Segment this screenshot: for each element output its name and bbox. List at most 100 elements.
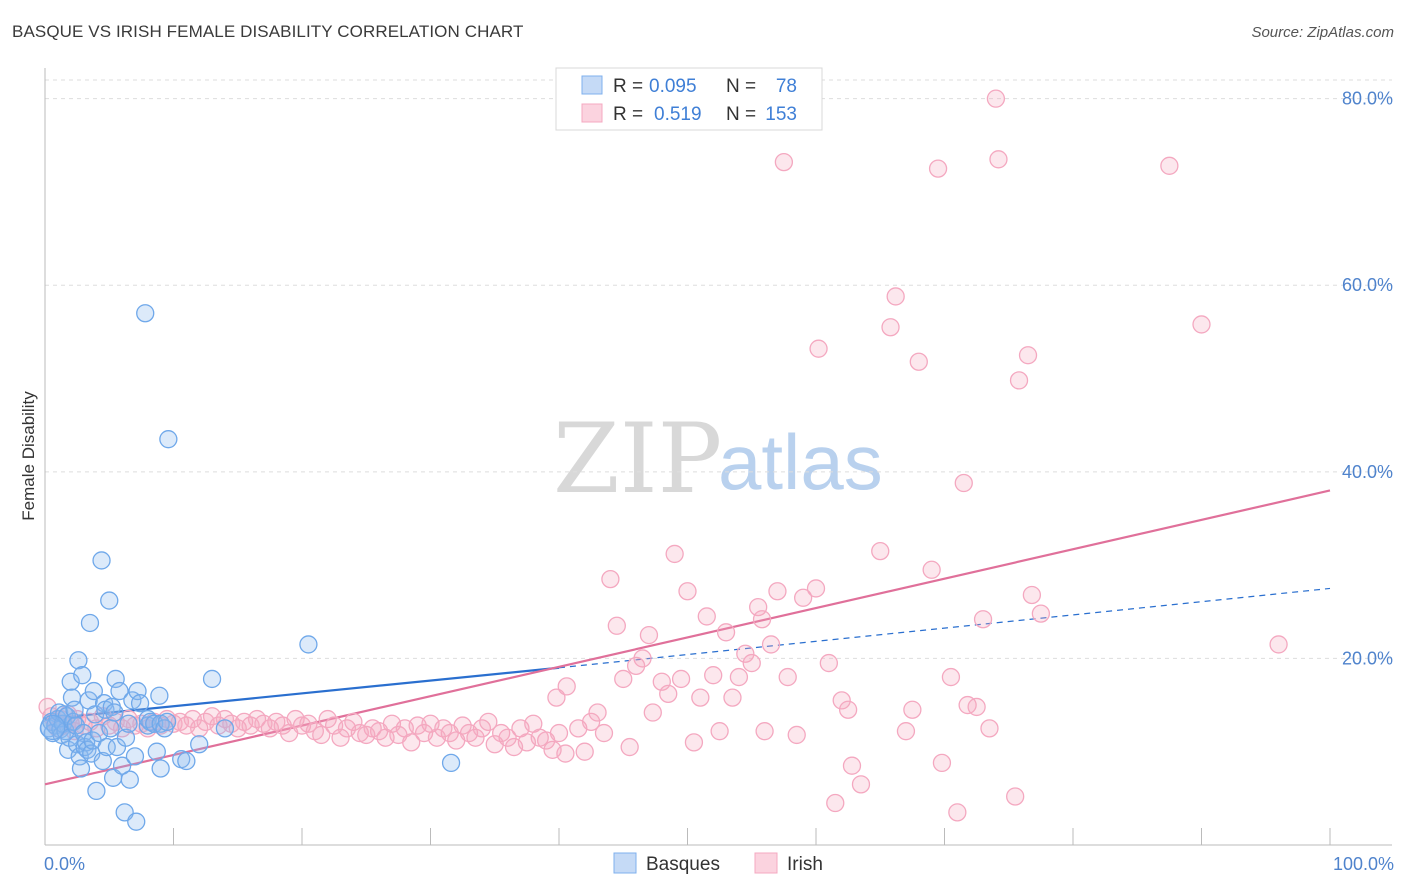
- legend-n-value-0: 78: [776, 76, 797, 97]
- data-point-irish: [922, 560, 941, 579]
- data-point-irish: [472, 719, 492, 738]
- data-point-basques: [441, 753, 461, 773]
- data-point-irish: [549, 723, 569, 743]
- data-point-irish: [794, 588, 813, 607]
- data-point-irish: [826, 793, 845, 813]
- data-point-irish: [986, 89, 1006, 108]
- data-point-basques: [215, 719, 235, 738]
- data-point-irish: [594, 723, 614, 743]
- data-point-irish: [755, 722, 774, 741]
- data-point-irish: [601, 569, 620, 589]
- data-point-basques: [76, 733, 96, 752]
- data-point-irish: [479, 712, 498, 732]
- data-point-irish: [1160, 156, 1179, 175]
- data-point-irish: [1269, 635, 1288, 654]
- data-point-basques: [93, 751, 112, 771]
- data-point-basques: [89, 723, 109, 743]
- data-point-irish: [671, 669, 691, 689]
- data-point-irish: [498, 728, 517, 747]
- data-point-basques: [190, 735, 209, 754]
- data-point-irish: [806, 579, 826, 598]
- data-point-irish: [710, 722, 729, 741]
- legend-n-label-1: N =: [726, 104, 756, 125]
- data-point-irish: [941, 667, 961, 687]
- data-point-basques: [157, 712, 177, 732]
- trend-line-dashed-basques: [558, 587, 1331, 669]
- data-point-irish: [842, 756, 862, 775]
- data-point-basques: [151, 759, 170, 778]
- legend-r-value-1: 0.519: [654, 104, 702, 125]
- data-point-basques: [147, 742, 166, 761]
- data-point-basques: [130, 694, 150, 713]
- data-point-irish: [1022, 585, 1042, 605]
- data-point-irish: [1031, 604, 1051, 623]
- data-point-irish: [761, 635, 781, 654]
- legend-swatch-basques: [581, 75, 603, 95]
- y-tick-label: 40.0%: [1342, 462, 1393, 482]
- data-point-irish: [678, 582, 697, 601]
- data-point-irish: [581, 712, 601, 732]
- data-point-irish: [665, 544, 684, 564]
- data-point-irish: [588, 703, 607, 722]
- legend-swatch-irish-bottom: [754, 852, 778, 874]
- data-point-irish: [723, 688, 742, 707]
- y-tick-label: 80.0%: [1342, 89, 1393, 109]
- data-point-irish: [633, 649, 652, 668]
- data-point-basques: [65, 700, 84, 719]
- data-point-basques: [150, 686, 169, 705]
- data-point-irish: [819, 653, 838, 673]
- data-point-irish: [787, 725, 806, 745]
- data-point-irish: [851, 775, 871, 794]
- data-point-irish: [704, 666, 723, 685]
- axes: 20.0% 40.0% 60.0% 80.0%: [44, 68, 1393, 846]
- data-point-irish: [736, 644, 755, 663]
- data-point-irish: [752, 610, 772, 629]
- data-point-irish: [299, 714, 318, 733]
- x-tick-label-min: 0.0%: [44, 854, 85, 874]
- data-points: [38, 89, 1288, 831]
- y-axis-label: Female Disability: [19, 391, 38, 521]
- data-point-irish: [453, 716, 472, 735]
- data-point-basques: [202, 669, 222, 689]
- watermark-zip: ZIP: [553, 403, 722, 515]
- data-point-irish: [973, 610, 993, 629]
- data-point-irish: [1018, 346, 1038, 365]
- data-point-irish: [832, 691, 851, 710]
- data-point-basques: [97, 737, 116, 757]
- data-point-basques: [66, 716, 85, 735]
- legend-swatch-basques-bottom: [613, 852, 637, 874]
- data-point-irish: [886, 287, 905, 306]
- data-point-irish: [557, 677, 576, 696]
- data-point-irish: [190, 719, 209, 738]
- data-point-irish: [643, 703, 662, 722]
- data-point-irish: [967, 697, 986, 717]
- source-label: Source: ZipAtlas.com: [1251, 24, 1394, 41]
- data-point-basques: [177, 751, 196, 771]
- data-point-basques: [101, 719, 120, 738]
- data-point-basques: [87, 781, 106, 801]
- data-point-irish: [318, 709, 337, 729]
- data-point-irish: [778, 667, 797, 687]
- data-point-irish: [466, 728, 485, 747]
- data-point-irish: [38, 697, 57, 717]
- data-point-irish: [607, 616, 626, 635]
- data-point-irish: [928, 159, 948, 178]
- data-point-basques: [73, 666, 92, 685]
- data-point-irish: [958, 695, 977, 715]
- data-point-irish: [331, 728, 350, 747]
- y-tick-label: 60.0%: [1342, 275, 1393, 295]
- gridlines: [45, 79, 1392, 659]
- watermark-atlas: atlas: [718, 418, 883, 506]
- data-point-irish: [344, 712, 363, 732]
- data-point-irish: [659, 684, 678, 704]
- data-point-irish: [620, 737, 639, 757]
- legend-r-label-1: R =: [613, 104, 643, 125]
- data-point-irish: [614, 669, 633, 689]
- data-point-basques: [136, 304, 155, 323]
- trend-line-irish: [44, 489, 1331, 786]
- data-point-irish: [684, 733, 704, 752]
- data-point-irish: [639, 625, 659, 645]
- series-legend: Basques Irish: [613, 852, 823, 875]
- data-point-basques: [110, 681, 129, 701]
- data-point-irish: [1009, 371, 1029, 390]
